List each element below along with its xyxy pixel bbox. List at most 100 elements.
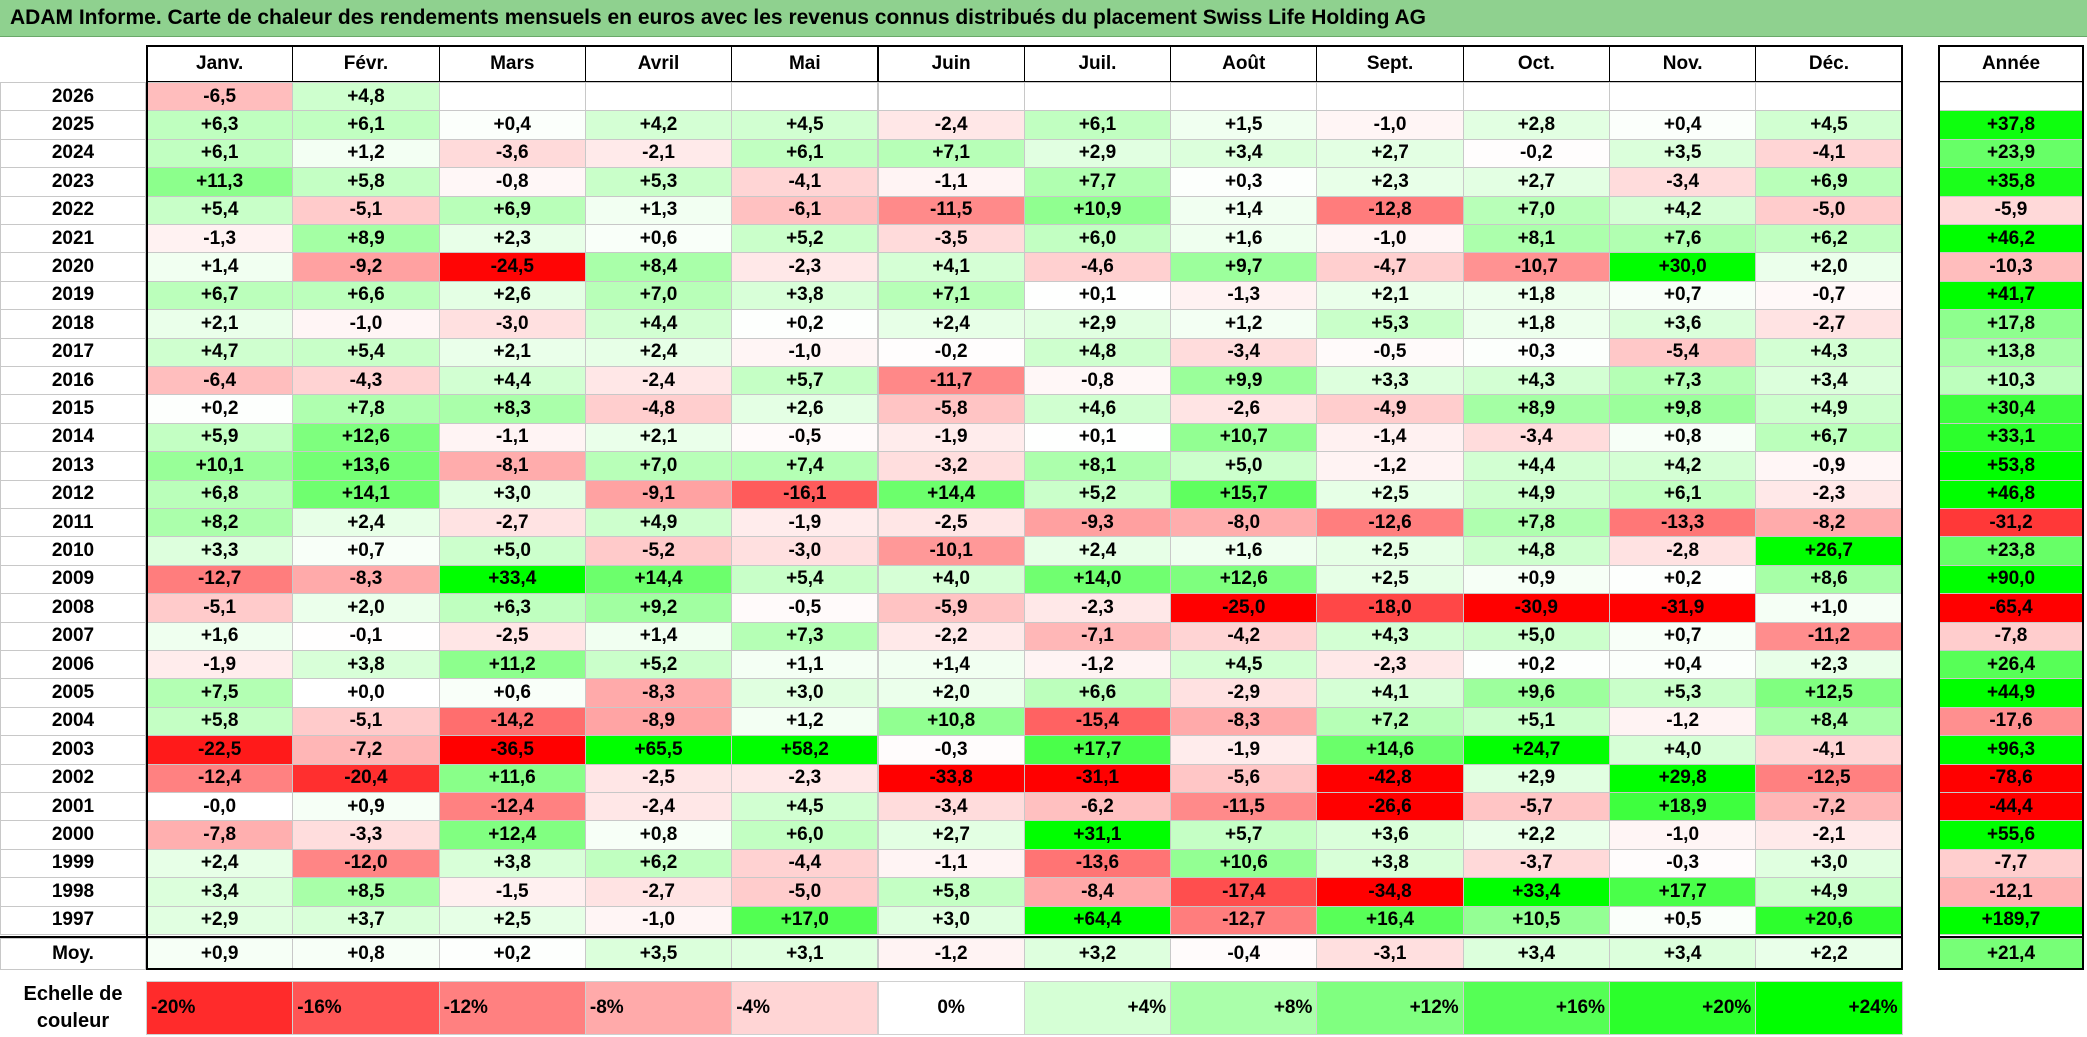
heatmap-cell: +11,3 — [146, 167, 294, 197]
heatmap-cell: +5,4 — [292, 337, 440, 367]
heatmap-cell: -11,5 — [1170, 792, 1318, 822]
heatmap-cell: +7,3 — [731, 621, 879, 651]
heatmap-cell: -12,8 — [1316, 195, 1464, 225]
year-label: 2000 — [0, 820, 146, 850]
average-cell: +3,4 — [1609, 938, 1757, 970]
heatmap-cell: +1,3 — [584, 195, 733, 225]
scale-swatch: +24% — [1755, 981, 1903, 1035]
heatmap-cell: -12,4 — [146, 763, 294, 793]
heatmap-cell: +6,0 — [731, 820, 879, 850]
heatmap-cell: +7,2 — [1316, 706, 1464, 737]
heatmap-cell: +4,8 — [292, 82, 440, 112]
heatmap-cell: +3,8 — [438, 848, 586, 879]
title-bar: ADAM Informe. Carte de chaleur des rende… — [0, 0, 2087, 37]
heatmap-cell: +3,4 — [1170, 138, 1318, 169]
year-label: 2019 — [0, 280, 146, 311]
heatmap-cell: -26,6 — [1316, 792, 1464, 822]
heatmap-cell: -7,8 — [146, 820, 294, 850]
year-label: 2024 — [0, 138, 146, 169]
heatmap-cell: -0,1 — [292, 621, 440, 651]
heatmap-cell: -2,4 — [877, 110, 1025, 140]
scale-swatch: -8% — [584, 981, 733, 1035]
average-divider — [0, 936, 1903, 938]
heatmap-cell: -7,1 — [1023, 621, 1172, 651]
heatmap-cell: +8,2 — [146, 508, 294, 538]
heatmap-cell: -2,3 — [731, 763, 879, 793]
heatmap-cell: -2,5 — [438, 621, 586, 651]
heatmap-cell: +5,2 — [1023, 479, 1172, 509]
heatmap-cell: +7,0 — [584, 280, 733, 311]
average-cell: -0,4 — [1170, 938, 1318, 970]
heatmap-cell: -2,2 — [877, 621, 1025, 651]
heatmap-cell: -5,1 — [292, 195, 440, 225]
heatmap-cell: +2,7 — [877, 820, 1025, 850]
heatmap-cell: +5,3 — [1609, 678, 1757, 708]
heatmap-cell: +33,4 — [438, 564, 586, 595]
heatmap-cell: -2,4 — [584, 366, 733, 396]
heatmap-cell: +1,2 — [731, 706, 879, 737]
heatmap-cell: +17,7 — [1609, 877, 1757, 907]
heatmap-cell: +7,0 — [1462, 195, 1610, 225]
year-label: 2004 — [0, 706, 146, 737]
heatmap-cell: +4,4 — [584, 309, 733, 339]
year-label: 2013 — [0, 451, 146, 481]
annual-cell: -31,2 — [1938, 508, 2084, 538]
heatmap-cell: +4,1 — [877, 252, 1025, 282]
heatmap-cell — [1755, 82, 1903, 112]
heatmap-cell: +4,0 — [1609, 735, 1757, 765]
heatmap-cell: +13,6 — [292, 451, 440, 481]
heatmap-cell: +2,4 — [292, 508, 440, 538]
scale-swatch: -4% — [731, 981, 879, 1035]
heatmap-cell: -17,4 — [1170, 877, 1318, 907]
heatmap-cell: -22,5 — [146, 735, 294, 765]
heatmap-cell: +0,7 — [1609, 621, 1757, 651]
year-label: 2018 — [0, 309, 146, 339]
annual-cell: +96,3 — [1938, 735, 2084, 765]
heatmap-cell: +12,6 — [292, 422, 440, 453]
heatmap-cell: -8,9 — [584, 706, 733, 737]
heatmap-cell: +3,0 — [438, 479, 586, 509]
heatmap-cell: +4,5 — [1755, 110, 1903, 140]
heatmap-cell: +7,7 — [1023, 167, 1172, 197]
month-header: Nov. — [1609, 45, 1757, 82]
heatmap-cell: -42,8 — [1316, 763, 1464, 793]
heatmap-cell: +14,1 — [292, 479, 440, 509]
year-label: 2005 — [0, 678, 146, 708]
heatmap-cell: +10,1 — [146, 451, 294, 481]
average-label: Moy. — [0, 938, 146, 970]
heatmap-cell: -2,1 — [1755, 820, 1903, 850]
heatmap-cell: -3,3 — [292, 820, 440, 850]
month-header: Janv. — [146, 45, 294, 82]
heatmap-cell: +5,0 — [1170, 451, 1318, 481]
year-label: 2009 — [0, 564, 146, 595]
year-label: 1998 — [0, 877, 146, 907]
heatmap-cell: -1,0 — [292, 309, 440, 339]
heatmap-cell: -3,4 — [1462, 422, 1610, 453]
heatmap-cell: -1,1 — [877, 167, 1025, 197]
annual-cell: +33,1 — [1938, 422, 2084, 453]
year-label: 2015 — [0, 394, 146, 424]
heatmap-cell: -5,6 — [1170, 763, 1318, 793]
heatmap-cell: +5,4 — [146, 195, 294, 225]
heatmap-cell: +17,0 — [731, 905, 879, 935]
year-label: 2007 — [0, 621, 146, 651]
heatmap-cell: +7,1 — [877, 138, 1025, 169]
heatmap-cell: +5,0 — [438, 536, 586, 566]
heatmap-cell: +14,6 — [1316, 735, 1464, 765]
heatmap-cell: -1,5 — [438, 877, 586, 907]
heatmap-cell: +1,4 — [1170, 195, 1318, 225]
annual-cell: -7,7 — [1938, 848, 2084, 879]
heatmap-cell: -4,6 — [1023, 252, 1172, 282]
heatmap-cell: +9,2 — [584, 593, 733, 623]
heatmap-cell — [1170, 82, 1318, 112]
heatmap-cell: -15,4 — [1023, 706, 1172, 737]
heatmap-cell: +5,0 — [1462, 621, 1610, 651]
heatmap-cell: +1,0 — [1755, 593, 1903, 623]
heatmap-cell: +0,4 — [1609, 650, 1757, 680]
heatmap-cell: +3,3 — [1316, 366, 1464, 396]
heatmap-cell: -0,8 — [1023, 366, 1172, 396]
heatmap-cell: +4,8 — [1023, 337, 1172, 367]
heatmap-cell: -5,8 — [877, 394, 1025, 424]
heatmap-cell: +7,5 — [146, 678, 294, 708]
heatmap-cell: +8,1 — [1023, 451, 1172, 481]
